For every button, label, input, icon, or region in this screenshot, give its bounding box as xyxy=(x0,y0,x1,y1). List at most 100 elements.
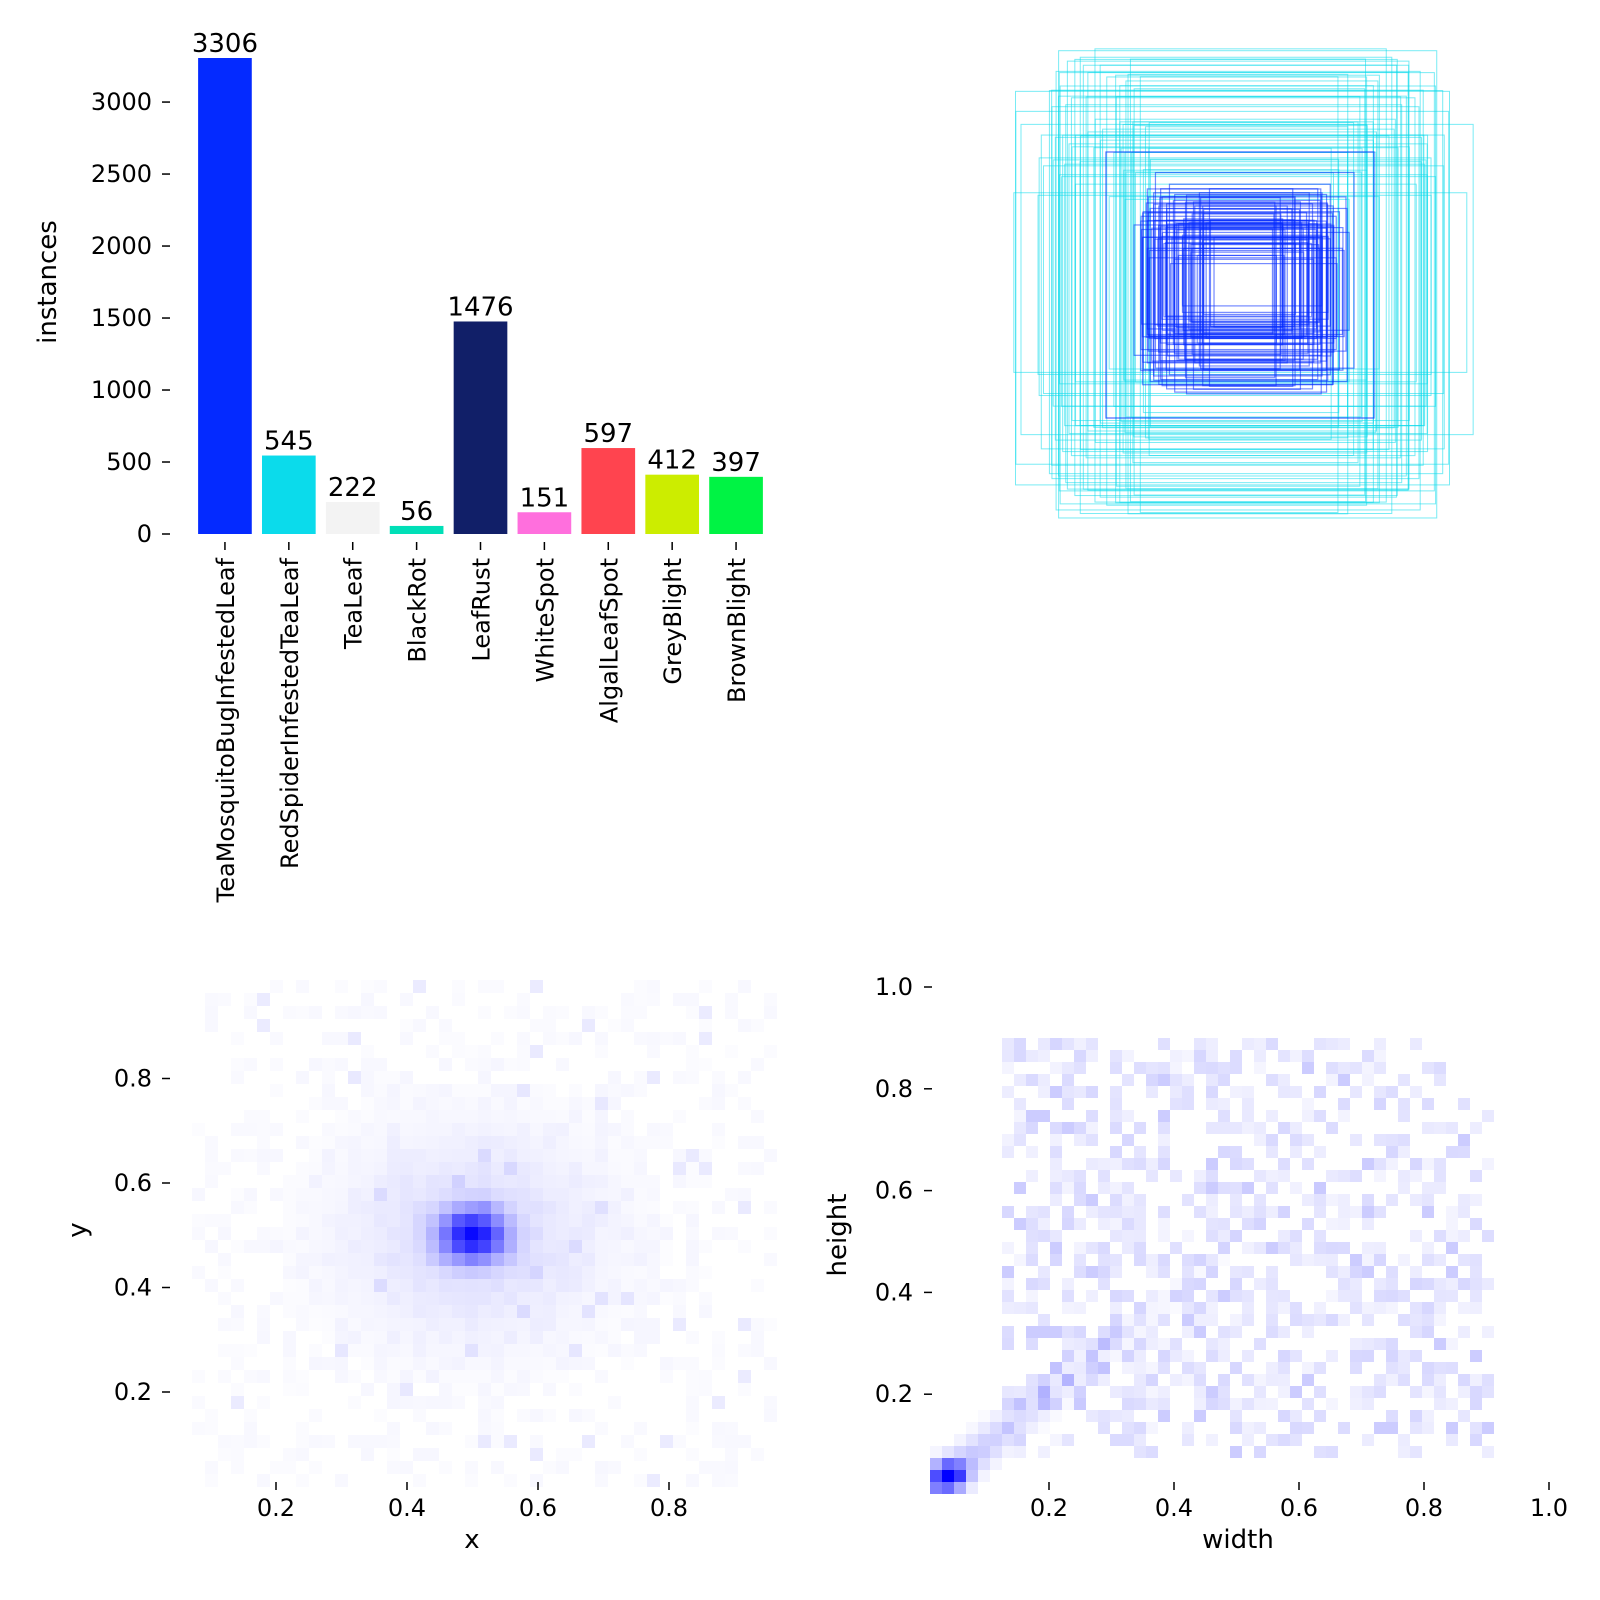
heatmap-cell xyxy=(556,1448,569,1461)
heatmap-cell xyxy=(1230,1206,1242,1218)
heatmap-cell xyxy=(1470,1422,1482,1434)
heatmap-cell xyxy=(439,1019,452,1032)
heatmap-cell xyxy=(1386,1422,1398,1434)
heatmap-cell xyxy=(439,1097,452,1110)
heatmap-cell xyxy=(231,1279,244,1292)
heatmap-cell xyxy=(1422,1254,1434,1266)
heatmap-cell xyxy=(699,1019,712,1032)
heatmap-cell xyxy=(478,1188,491,1201)
heatmap-cell xyxy=(1158,1158,1170,1170)
heatmap-cell xyxy=(244,1344,257,1357)
heatmap-cell xyxy=(296,980,309,993)
heatmap-cell xyxy=(1002,1278,1014,1290)
heatmap-cell xyxy=(621,1084,634,1097)
heatmap-cell xyxy=(335,1201,348,1214)
heatmap-cell xyxy=(1062,1386,1074,1398)
heatmap-cell xyxy=(634,1175,647,1188)
heatmap-cell xyxy=(595,1162,608,1175)
heatmap-cell xyxy=(517,1006,530,1019)
heatmap-cell xyxy=(491,1175,504,1188)
heatmap-cell xyxy=(478,1331,491,1344)
heatmap-cell xyxy=(478,1162,491,1175)
heatmap-cell xyxy=(465,1084,478,1097)
y-tick-label: 1.0 xyxy=(875,973,913,1001)
heatmap-cell xyxy=(582,1123,595,1136)
heatmap-cell xyxy=(608,1084,621,1097)
heatmap-cell xyxy=(478,1045,491,1058)
heatmap-cell xyxy=(1230,1398,1242,1410)
heatmap-cell xyxy=(1386,1374,1398,1386)
heatmap-cell xyxy=(608,1175,621,1188)
heatmap-cell xyxy=(1410,1278,1422,1290)
heatmap-cell xyxy=(517,1266,530,1279)
heatmap-cell xyxy=(1074,1242,1086,1254)
heatmap-cell xyxy=(1482,1278,1494,1290)
heatmap-cell xyxy=(491,1201,504,1214)
box-outline xyxy=(1198,192,1310,367)
heatmap-cell xyxy=(621,1162,634,1175)
heatmap-cell xyxy=(556,1201,569,1214)
heatmap-cell xyxy=(686,1240,699,1253)
heatmap-cell xyxy=(1194,1302,1206,1314)
heatmap-cell xyxy=(686,1396,699,1409)
heatmap-cell xyxy=(1098,1362,1110,1374)
heatmap-cell xyxy=(374,1266,387,1279)
heatmap-cell xyxy=(1194,1362,1206,1374)
heatmap-cell xyxy=(634,1344,647,1357)
heatmap-cell xyxy=(556,1188,569,1201)
box-outline xyxy=(1148,249,1345,338)
heatmap-cell xyxy=(465,1227,478,1240)
heatmap-cell xyxy=(1170,1086,1182,1098)
heatmap-cell xyxy=(348,1162,361,1175)
heatmap-cell xyxy=(738,1201,751,1214)
heatmap-cell xyxy=(296,1227,309,1240)
heatmap-cell xyxy=(1350,1278,1362,1290)
heatmap-cell xyxy=(1290,1242,1302,1254)
heatmap-cell xyxy=(244,1240,257,1253)
heatmap-cell xyxy=(686,1201,699,1214)
heatmap-cell xyxy=(387,1201,400,1214)
heatmap-cell xyxy=(504,1305,517,1318)
heatmap-cell xyxy=(1254,1374,1266,1386)
heatmap-cell xyxy=(595,1006,608,1019)
heatmap-cell xyxy=(1242,1314,1254,1326)
heatmap-cell xyxy=(270,980,283,993)
heatmap-cell xyxy=(530,1175,543,1188)
heatmap-cell xyxy=(348,1279,361,1292)
heatmap-cell xyxy=(1002,1062,1014,1074)
heatmap-cell xyxy=(348,1149,361,1162)
heatmap-cell xyxy=(1134,1362,1146,1374)
heatmap-cell xyxy=(413,1240,426,1253)
heatmap-cell xyxy=(1338,1266,1350,1278)
heatmap-cell xyxy=(1374,1278,1386,1290)
heatmap-cell xyxy=(686,1227,699,1240)
heatmap-cell xyxy=(764,993,777,1006)
heatmap-cell xyxy=(1470,1398,1482,1410)
heatmap-cell xyxy=(608,1188,621,1201)
heatmap-cell xyxy=(283,1175,296,1188)
heatmap-cell xyxy=(348,1240,361,1253)
heatmap-cell xyxy=(712,1344,725,1357)
heatmap-cell xyxy=(491,1279,504,1292)
heatmap-cell xyxy=(491,1318,504,1331)
heatmap-cell xyxy=(296,1318,309,1331)
heatmap-cell xyxy=(335,1227,348,1240)
heatmap-cell xyxy=(530,1227,543,1240)
heatmap-cell xyxy=(1062,1122,1074,1134)
heatmap-cell xyxy=(1182,1254,1194,1266)
heatmap-cell xyxy=(1026,1218,1038,1230)
heatmap-cell xyxy=(1002,1326,1014,1338)
heatmap-cell xyxy=(465,1266,478,1279)
heatmap-cell xyxy=(1230,1362,1242,1374)
heatmap-cell xyxy=(1134,1122,1146,1134)
y-tick-label: 500 xyxy=(106,448,152,476)
heatmap-cell xyxy=(686,1266,699,1279)
heatmap-cell xyxy=(1230,1086,1242,1098)
heatmap-cell xyxy=(1146,1290,1158,1302)
heatmap-cell xyxy=(1206,1098,1218,1110)
heatmap-cell xyxy=(1158,1074,1170,1086)
heatmap-cell xyxy=(1182,1314,1194,1326)
heatmap-cell xyxy=(478,1292,491,1305)
heatmap-cell xyxy=(751,1279,764,1292)
heatmap-cell xyxy=(1062,1218,1074,1230)
